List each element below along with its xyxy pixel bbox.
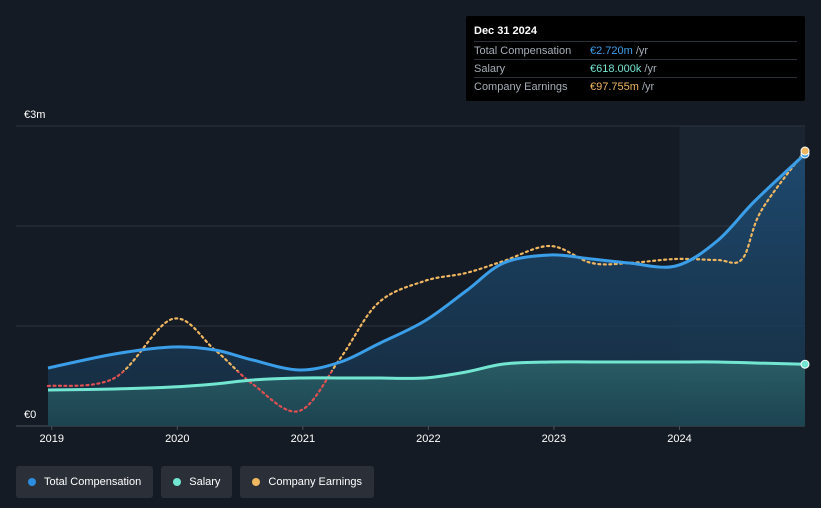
total-compensation-line	[47, 152, 807, 372]
x-tick-label: 2023	[542, 433, 566, 445]
tooltip-row-total: Total Compensation €2.720m /yr	[474, 41, 797, 59]
tooltip-value: €618.000k	[590, 62, 642, 75]
tooltip-value: €2.720m	[590, 44, 633, 57]
y-tick-min: €0	[24, 409, 37, 421]
tooltip-panel: Dec 31 2024 Total Compensation €2.720m /…	[466, 16, 805, 101]
legend-company-earnings[interactable]: Company Earnings	[240, 466, 374, 498]
legend-label: Total Compensation	[44, 476, 142, 488]
legend-label: Company Earnings	[268, 476, 362, 488]
tooltip-unit: /yr	[644, 62, 657, 75]
x-tick-label: 2021	[291, 433, 315, 445]
x-tick-label: 2020	[165, 433, 189, 445]
salary-line	[47, 360, 806, 392]
total-compensation-area	[48, 154, 805, 426]
tooltip-unit: /yr	[641, 80, 655, 93]
area-fills	[48, 154, 805, 426]
y-tick-max: €3m	[24, 109, 46, 121]
series-lines	[46, 146, 810, 413]
tooltip-date: Dec 31 2024	[474, 25, 537, 37]
legend-salary[interactable]: Salary	[161, 466, 233, 498]
company-earnings-end-point	[800, 146, 810, 156]
x-tick-label: 2022	[416, 433, 440, 445]
legend-label: Salary	[189, 476, 221, 488]
legend-dot-icon	[252, 478, 261, 486]
tooltip-label: Salary	[474, 62, 506, 75]
x-tick-label: 2024	[667, 433, 691, 445]
tooltip-label: Total Compensation	[474, 44, 572, 57]
tooltip-unit: /yr	[635, 44, 649, 57]
salary-area	[48, 361, 805, 426]
x-axis: 2019 2020 2021 2022 2023 2024	[40, 426, 692, 445]
x-tick-label: 2019	[40, 433, 64, 445]
tooltip-row-salary: Salary €618.000k /yr	[474, 59, 797, 77]
legend-dot-icon	[173, 478, 182, 486]
company-earnings-line	[122, 149, 807, 371]
tooltip-row-earnings: Company Earnings €97.755m /yr	[474, 77, 797, 95]
salary-end-point	[800, 359, 810, 369]
legend-total-compensation[interactable]: Total Compensation	[16, 466, 154, 498]
tooltip-label: Company Earnings	[474, 80, 568, 93]
tooltip-value: €97.755m	[590, 80, 639, 93]
legend-dot-icon	[28, 478, 36, 486]
legend: Total Compensation Salary Company Earnin…	[16, 466, 374, 498]
